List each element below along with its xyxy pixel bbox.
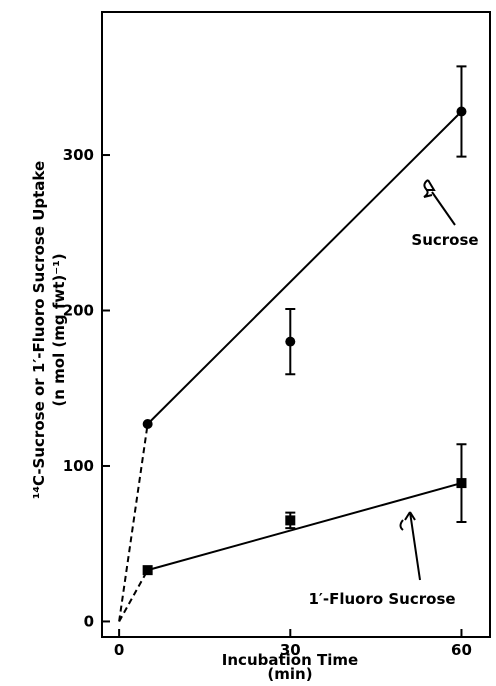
data-point [456, 478, 467, 489]
fit-line [147, 482, 462, 572]
y-axis-label: ¹⁴C-Sucrose or 1′-Fluoro Sucrose Uptake [30, 161, 48, 499]
y-tick-label: 200 [63, 302, 94, 320]
x-axis-label: Incubation Time [222, 651, 358, 669]
y-tick-label: 100 [63, 457, 94, 475]
x-tick-label: 60 [451, 641, 472, 659]
extrapolation [118, 569, 149, 622]
data-point [142, 419, 153, 430]
sucrose-arrow [423, 179, 436, 198]
fluoro-arrow [399, 511, 421, 581]
sucrose-arrow-shaft [431, 191, 456, 226]
extrapolation [118, 423, 149, 622]
data-point [285, 336, 296, 347]
data-point [456, 106, 467, 117]
x-tick-label: 0 [114, 641, 124, 659]
y-tick-label: 300 [63, 146, 94, 164]
y-tick-label: 0 [84, 612, 94, 630]
fit-line [146, 110, 463, 425]
data-point [285, 515, 296, 526]
series-label: 1′-Fluoro Sucrose [308, 590, 455, 608]
x-tick-label: 30 [280, 641, 301, 659]
x-axis-unit: (min) [267, 665, 312, 682]
plot-frame [101, 11, 491, 638]
data-point [142, 565, 153, 576]
series-label: Sucrose [411, 231, 478, 249]
y-axis-unit: (n mol (mg fwt)⁻¹) [50, 253, 68, 406]
